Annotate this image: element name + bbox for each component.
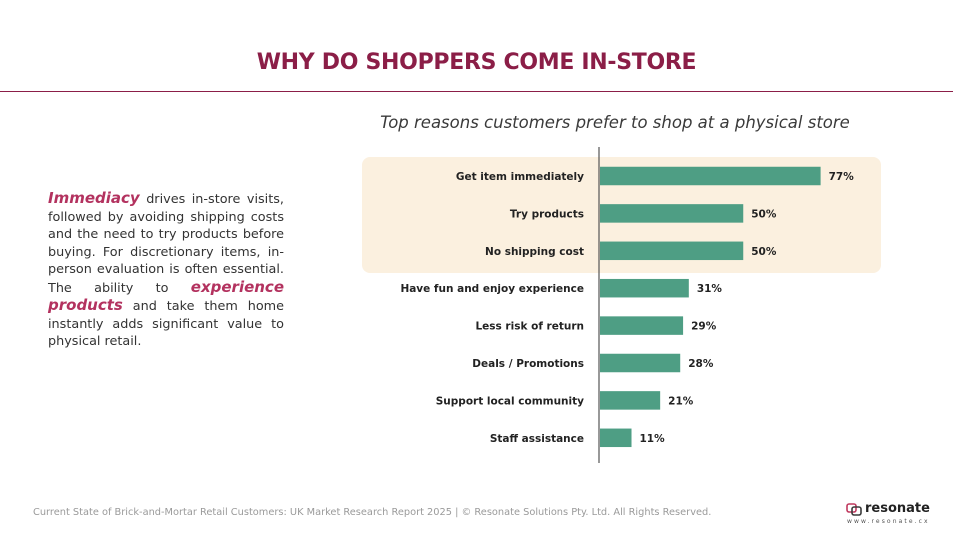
- value-label: 31%: [697, 283, 723, 295]
- summary-emphasis-immediacy: Immediacy: [48, 189, 140, 207]
- category-label: No shipping cost: [485, 246, 584, 258]
- value-label: 28%: [688, 358, 714, 370]
- footer-copyright: Current State of Brick-and-Mortar Retail…: [33, 507, 712, 518]
- category-label: Less risk of return: [475, 321, 584, 333]
- summary-text-part-2: and take them home instantly adds signif…: [48, 299, 284, 349]
- value-label: 77%: [829, 171, 855, 183]
- bar: [600, 204, 744, 223]
- category-label: Staff assistance: [490, 433, 584, 445]
- logo-url: www.resonate.cx: [847, 518, 930, 525]
- title-divider: [0, 91, 953, 92]
- category-label: Support local community: [436, 395, 584, 407]
- page-title: WHY DO SHOPPERS COME IN-STORE: [256, 50, 697, 75]
- category-label: Get item immediately: [456, 171, 584, 183]
- logo-name: resonate: [865, 501, 930, 516]
- bar: [600, 166, 821, 186]
- resonate-logo: resonate www.resonate.cx: [846, 500, 936, 530]
- value-label: 11%: [640, 433, 666, 445]
- category-label: Deals / Promotions: [472, 358, 584, 370]
- summary-text-part-1: drives in-store visits, followed by avoi…: [48, 192, 284, 296]
- bar: [600, 316, 684, 335]
- category-label: Have fun and enjoy experience: [400, 283, 584, 295]
- value-label: 21%: [668, 395, 694, 407]
- summary-emphasis-experience: experience products: [48, 277, 284, 314]
- value-label: 50%: [751, 246, 777, 258]
- bar: [600, 241, 744, 261]
- chart-title: Top reasons customers prefer to shop at …: [380, 113, 850, 132]
- summary-text: Immediacy drives in-store visits, follow…: [48, 189, 284, 351]
- value-label: 50%: [751, 208, 777, 220]
- bar: [600, 278, 689, 298]
- resonate-logo-icon: [846, 503, 862, 516]
- value-label: 29%: [691, 321, 717, 333]
- bar: [600, 391, 661, 410]
- bar: [600, 353, 681, 373]
- bar: [600, 428, 632, 448]
- category-label: Try products: [510, 208, 584, 220]
